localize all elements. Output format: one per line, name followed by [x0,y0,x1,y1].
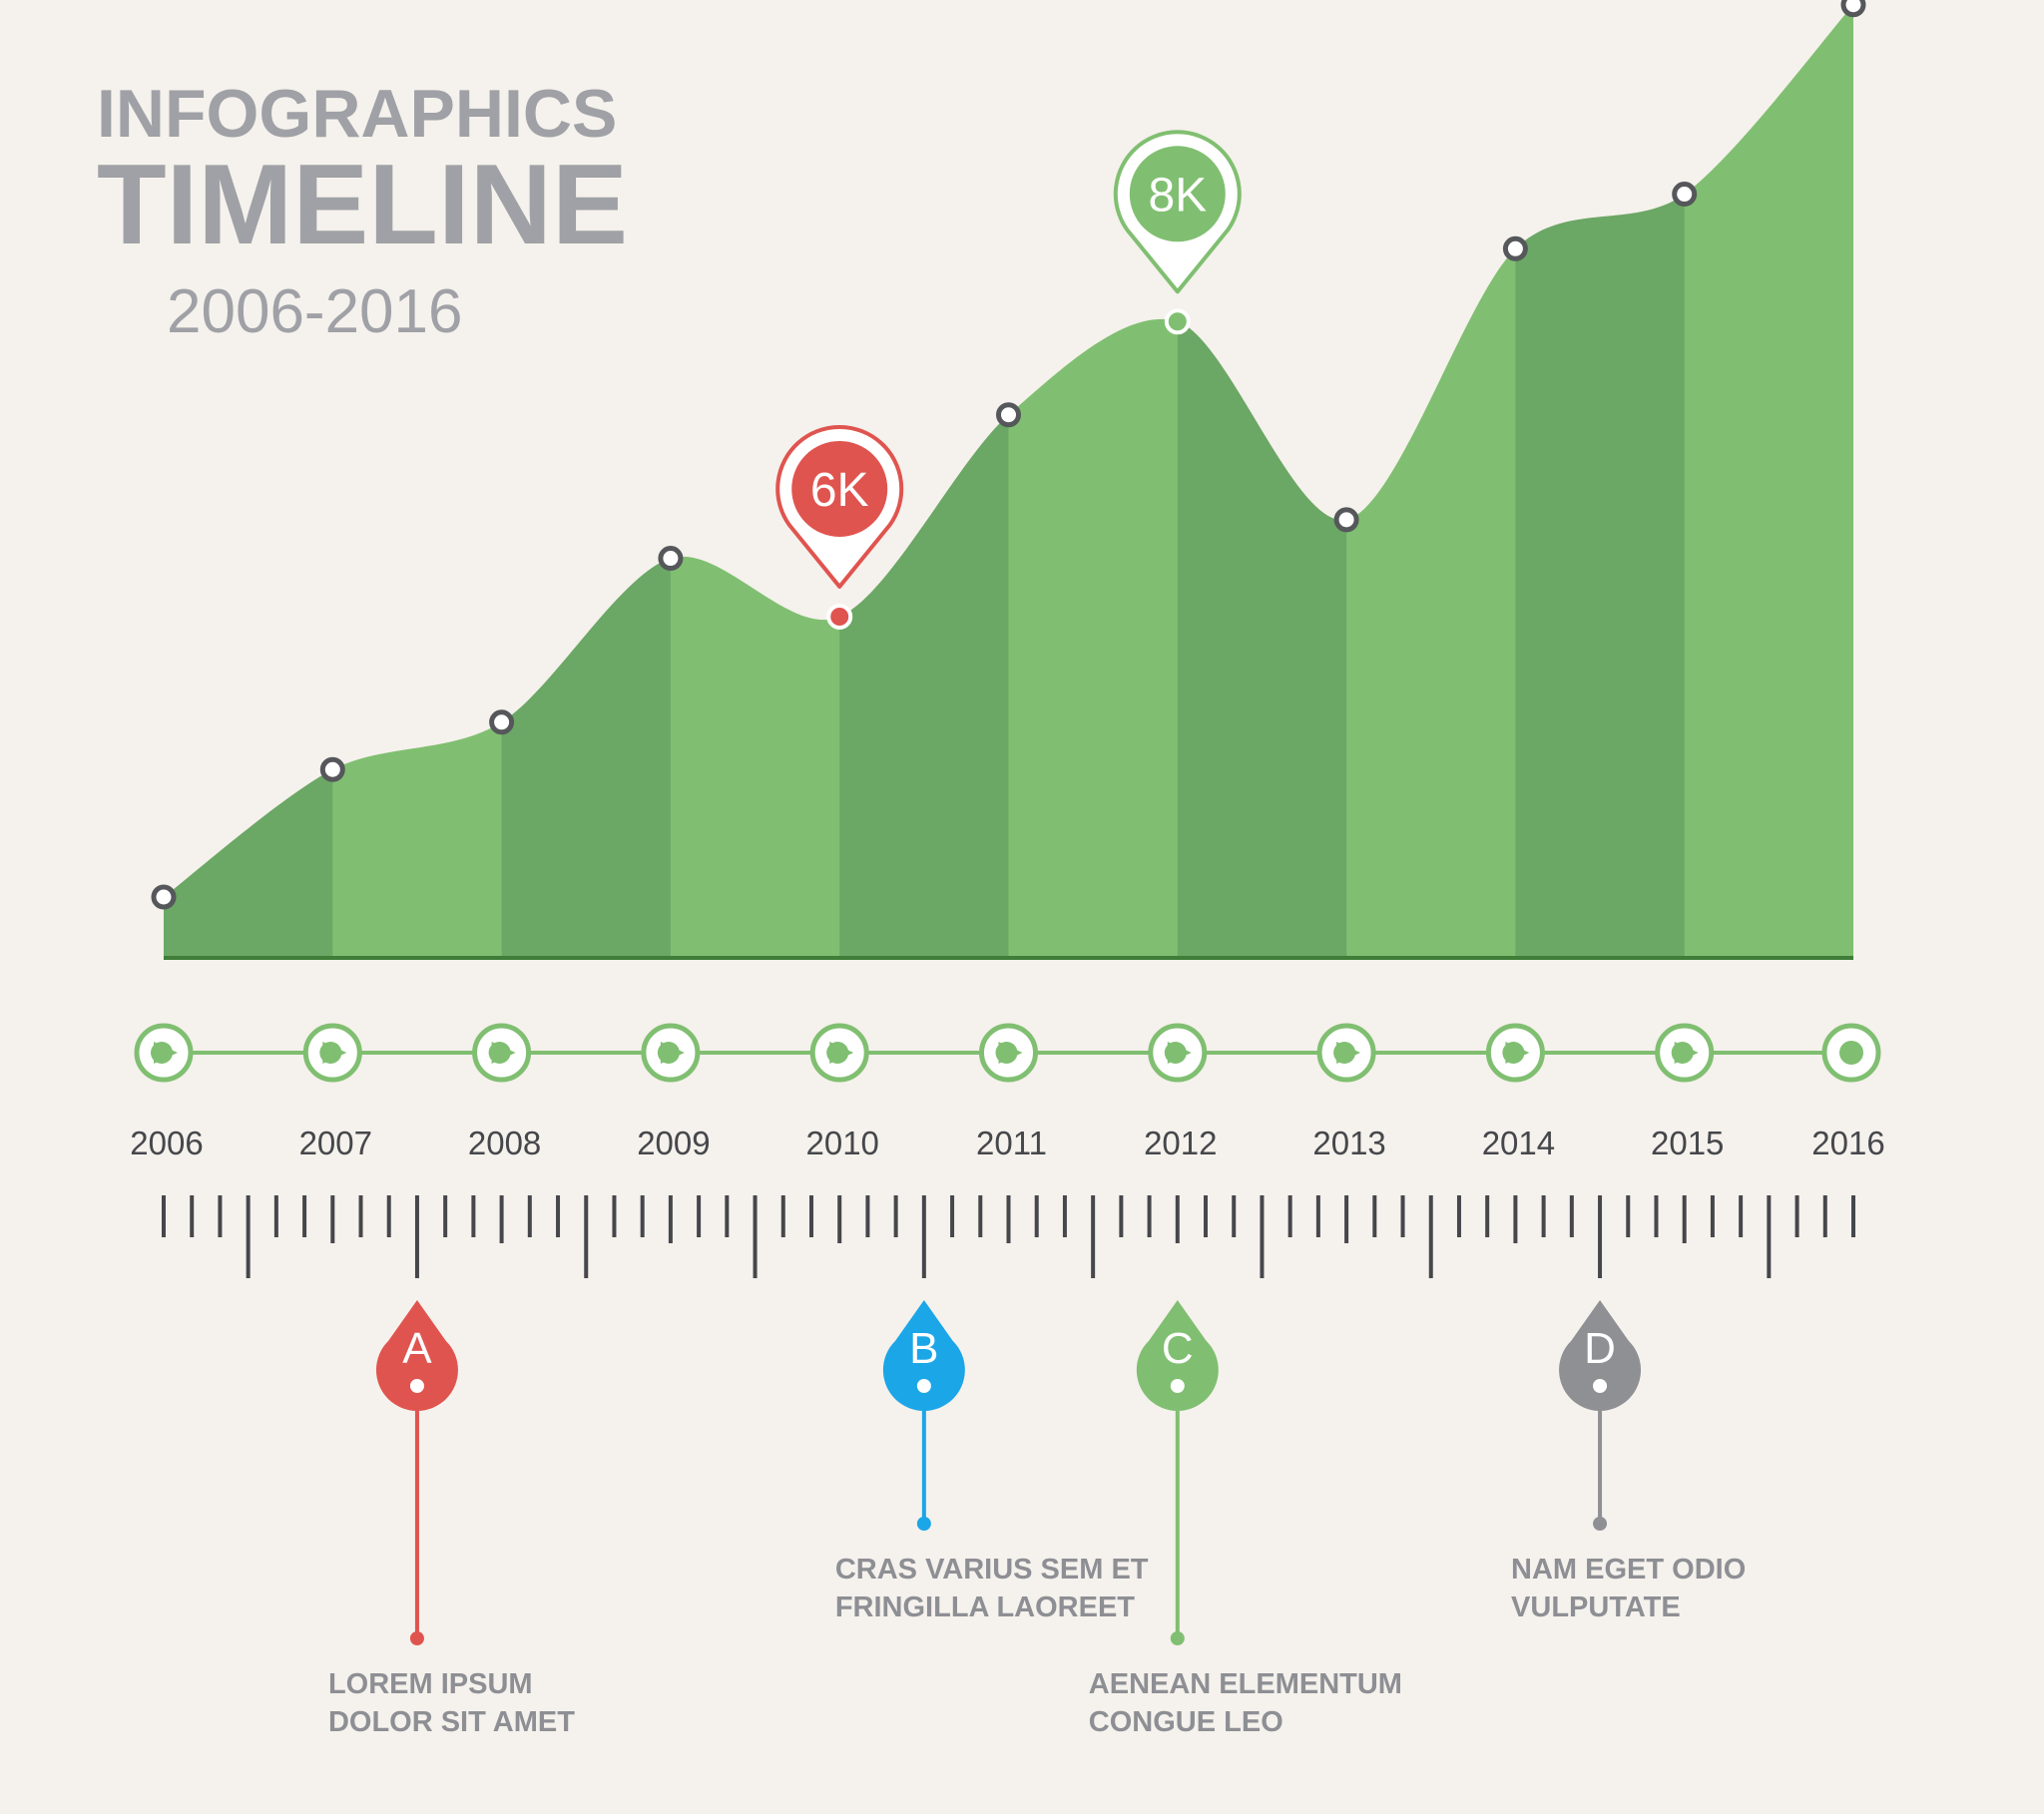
marker-b: B CRAS VARIUS SEM ET FRINGILLA LAOREET [835,1300,1149,1623]
year-label-2016: 2016 [1811,1125,1884,1161]
year-label-2012: 2012 [1144,1125,1217,1161]
marker-stem-end [409,1631,424,1645]
header: INFOGRAPHICS TIMELINE 2006-2016 [97,76,628,346]
timeline-node-dot [319,1042,342,1064]
timeline-node-dot [657,1042,680,1064]
timeline-node-dot [488,1042,511,1064]
marker-letter: A [402,1324,432,1373]
timeline-node-dot [151,1042,173,1064]
callout-8k: 8K [1113,130,1242,294]
marker-d: D NAM EGET ODIO VULPUTATE [1511,1300,1746,1623]
marker-caption-line: DOLOR SIT AMET [328,1706,575,1738]
timeline-node-dot [1164,1042,1187,1064]
timeline-node-2008 [472,1023,532,1083]
area-band-2015 [1684,4,1853,958]
timeline-node-2007 [302,1023,362,1083]
markers: A LOREM IPSUM DOLOR SIT AMET B CRAS VARIUS S… [328,1300,1746,1738]
marker-stem-end [916,1517,931,1531]
ruler [162,1195,1855,1278]
marker-drop-dot [1593,1379,1608,1393]
year-label-2015: 2015 [1651,1125,1724,1161]
data-point-2014 [1502,235,1528,261]
title-infographics: INFOGRAPHICS [97,76,617,152]
timeline-node-2012 [1148,1023,1208,1083]
marker-caption-line: CONGUE LEO [1089,1706,1283,1738]
year-label-2009: 2009 [637,1125,710,1161]
data-point-2008 [489,709,515,735]
year-label-2010: 2010 [805,1125,878,1161]
data-point-2006 [151,884,177,910]
year-label-2011: 2011 [976,1125,1047,1161]
year-label-2014: 2014 [1482,1125,1555,1161]
marker-c: C AENEAN ELEMENTUM CONGUE LEO [1089,1300,1402,1738]
timeline-node-2010 [809,1023,869,1083]
title-timeline: TIMELINE [97,142,628,268]
year-label-2006: 2006 [130,1125,203,1161]
subtitle-years: 2006-2016 [167,277,463,346]
timeline-node-2006 [134,1023,194,1083]
timeline-node-dot [1671,1042,1694,1064]
data-point-2013 [1333,507,1359,533]
timeline-node-2009 [641,1023,701,1083]
marker-caption-line: CRAS VARIUS SEM ET [835,1554,1149,1586]
callout-label: 8K [1148,169,1207,222]
marker-caption-line: NAM EGET ODIO [1511,1554,1746,1586]
marker-drop-dot [916,1379,931,1393]
data-point-2012 [1164,308,1191,335]
marker-caption-line: FRINGILLA LAOREET [835,1591,1135,1623]
timeline-node-dot [1502,1042,1525,1064]
marker-drop-dot [409,1379,424,1393]
callout-pin-fill [1129,146,1226,242]
marker-caption-line: AENEAN ELEMENTUM [1089,1668,1402,1700]
timeline-node-2015 [1655,1023,1715,1083]
data-point-2015 [1672,182,1698,208]
timeline-node-2014 [1485,1023,1545,1083]
marker-drop-dot [1170,1379,1185,1393]
area-band-2014 [1515,4,1686,958]
timeline-node-2016 [1821,1023,1881,1083]
data-point-2007 [319,756,345,782]
data-point-2016 [1840,0,1866,18]
year-label-2008: 2008 [468,1125,541,1161]
callout-6k: 6K [775,424,904,589]
marker-stem-end [1170,1631,1185,1645]
data-point-2010 [826,603,853,630]
area-band-2013 [1346,4,1516,958]
timeline-node-2013 [1316,1023,1376,1083]
callout-pin-fill [791,440,888,537]
marker-drop [1136,1300,1219,1411]
data-point-2011 [996,402,1021,428]
timeline-node-dot [1839,1041,1863,1065]
callouts: 6K 8K [775,130,1242,589]
year-label-2013: 2013 [1312,1125,1385,1161]
marker-caption-line: LOREM IPSUM [328,1668,533,1700]
timeline: 2006 2007 2008 2009 2010 2011 2012 2013 2014 2015… [130,1023,1885,1161]
marker-a: A LOREM IPSUM DOLOR SIT AMET [328,1300,575,1738]
year-label-2007: 2007 [299,1125,372,1161]
timeline-node-dot [1333,1042,1356,1064]
data-point-2009 [658,546,684,572]
timeline-node-2011 [979,1023,1038,1083]
marker-drop [1559,1300,1642,1412]
timeline-node-dot [826,1042,849,1064]
marker-letter: B [909,1324,938,1373]
marker-letter: D [1584,1324,1616,1373]
marker-drop [882,1300,965,1411]
marker-stem-end [1593,1517,1608,1531]
callout-label: 6K [810,464,869,517]
marker-caption-line: VULPUTATE [1511,1591,1681,1623]
marker-letter: C [1162,1324,1194,1373]
marker-drop [375,1300,458,1411]
timeline-node-dot [995,1042,1018,1064]
